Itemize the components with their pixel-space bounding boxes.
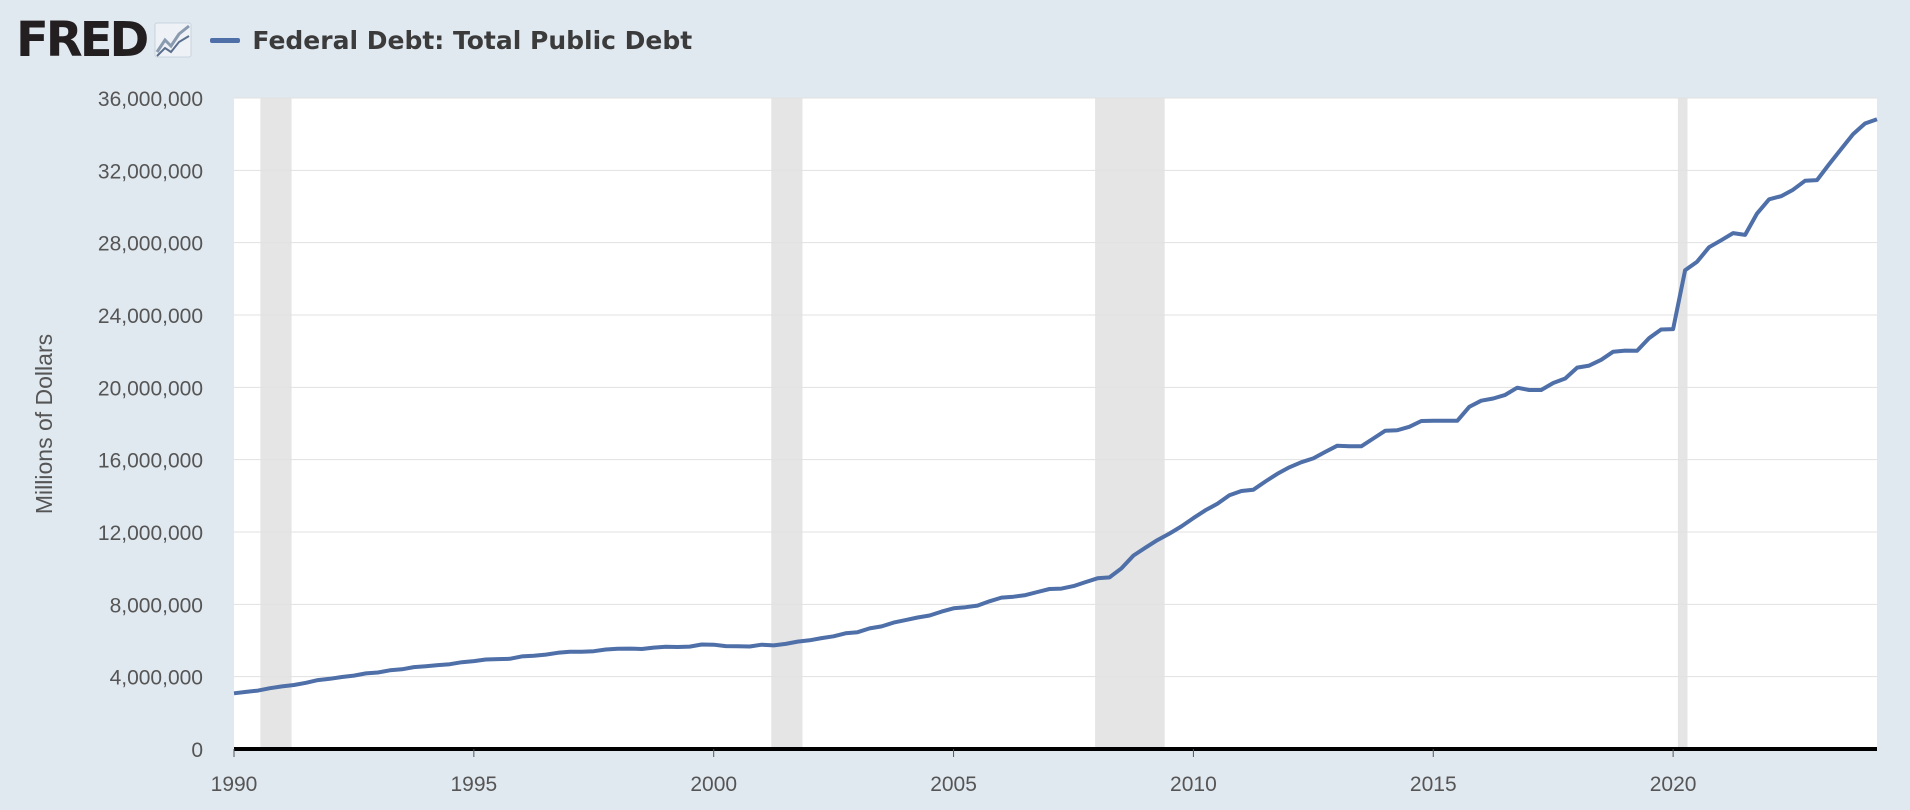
x-tick-label: 2005 xyxy=(930,773,977,796)
x-tick-label: 2015 xyxy=(1410,773,1457,796)
recession-band xyxy=(1095,98,1165,749)
x-tick-label: 2000 xyxy=(690,773,737,796)
y-axis-label: Millions of Dollars xyxy=(31,334,57,514)
legend[interactable]: Federal Debt: Total Public Debt xyxy=(210,26,692,55)
y-tick-label: 16,000,000 xyxy=(98,450,203,473)
recession-band xyxy=(1677,98,1688,749)
y-tick-label: 24,000,000 xyxy=(98,305,203,328)
recession-band xyxy=(260,98,292,749)
y-tick-label: 0 xyxy=(191,739,203,762)
y-tick-label: 32,000,000 xyxy=(98,160,203,183)
fred-logo: FRED xyxy=(16,12,149,68)
y-tick-label: 4,000,000 xyxy=(110,667,203,690)
x-tick-label: 1995 xyxy=(450,773,497,796)
plot-area xyxy=(234,98,1877,749)
y-tick-label: 28,000,000 xyxy=(98,233,203,256)
chart-line-icon xyxy=(154,22,192,58)
recession-band xyxy=(771,98,803,749)
chart-header: FRED Federal Debt: Total Public Debt xyxy=(16,14,692,66)
x-tick-label: 2010 xyxy=(1170,773,1217,796)
y-tick-label: 36,000,000 xyxy=(98,88,203,111)
x-tick-label: 2020 xyxy=(1650,773,1697,796)
legend-label: Federal Debt: Total Public Debt xyxy=(252,25,693,55)
y-tick-label: 8,000,000 xyxy=(110,594,203,617)
y-tick-label: 20,000,000 xyxy=(98,377,203,400)
y-tick-label: 12,000,000 xyxy=(98,522,203,545)
series-line[interactable] xyxy=(233,117,1878,696)
legend-swatch xyxy=(210,37,241,43)
x-tick-label: 1990 xyxy=(211,773,258,796)
